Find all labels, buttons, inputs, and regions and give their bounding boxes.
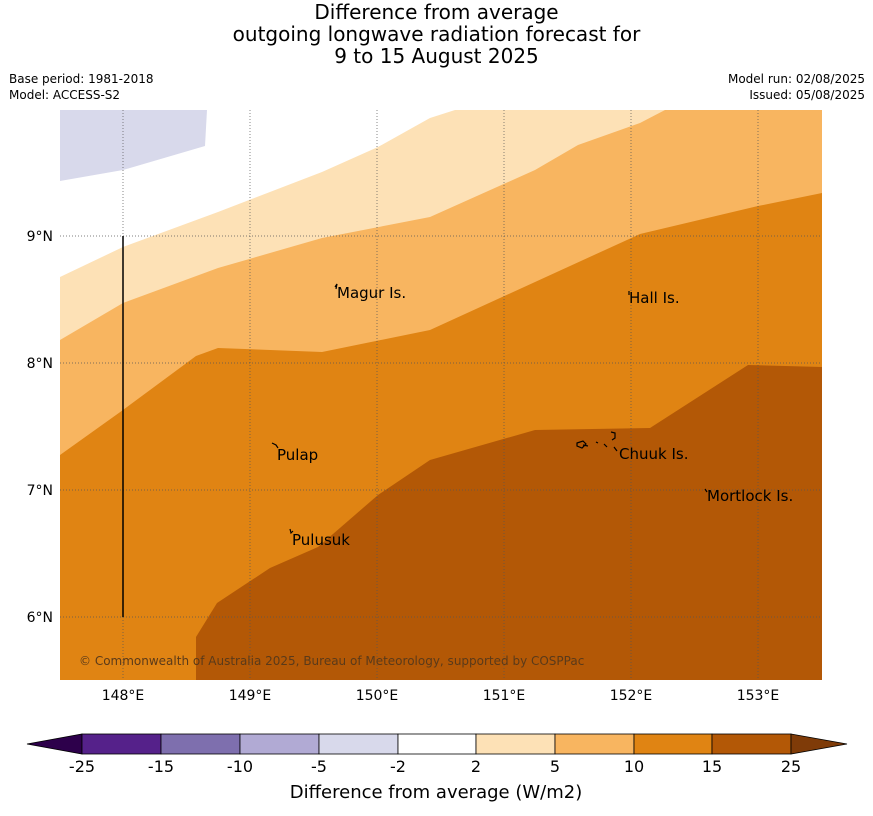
colorbar-tick: 15 xyxy=(702,757,722,776)
magur-island-mark xyxy=(334,283,338,290)
base-period: Base period: 1981-2018 xyxy=(9,72,154,86)
colorbar-swatch xyxy=(160,733,241,755)
colorbar-swatch xyxy=(81,733,162,755)
graticule xyxy=(60,110,822,680)
copyright-notice: © Commonwealth of Australia 2025, Bureau… xyxy=(79,654,584,668)
latitude-labels: 9°N 8°N 7°N 6°N xyxy=(27,229,53,626)
model-name: Model: ACCESS-S2 xyxy=(9,88,121,102)
colorbar-swatch xyxy=(475,733,556,755)
colorbar-swatch xyxy=(318,733,399,755)
lon-label: 153°E xyxy=(737,688,780,704)
chart-title: Difference from average outgoing longwav… xyxy=(0,1,873,67)
lon-label: 150°E xyxy=(356,688,399,704)
lat-label: 9°N xyxy=(27,229,53,245)
model-run: Model run: 02/08/2025 xyxy=(727,72,865,86)
issued-date: Issued: 05/08/2025 xyxy=(749,88,865,102)
pulap-island-mark xyxy=(271,442,279,449)
place-label-pulap: Pulap xyxy=(277,446,318,464)
colorbar-label: Difference from average (W/m2) xyxy=(290,782,582,803)
colorbar-tick: -15 xyxy=(148,757,174,776)
mortlock-island-mark xyxy=(704,488,708,493)
place-label-hall: Hall Is. xyxy=(629,289,680,307)
chuuk-lagoon-mark xyxy=(576,431,618,452)
colorbar-extend-high xyxy=(790,733,848,755)
colorbar-swatch xyxy=(239,733,320,755)
colorbar: -25 -15 -10 -5 -2 2 5 10 15 25 Differenc… xyxy=(26,733,848,803)
meta-left: Base period: 1981-2018 Model: ACCESS-S2 xyxy=(9,71,154,103)
colorbar-tick: 5 xyxy=(550,757,560,776)
colorbar-swatch xyxy=(554,733,635,755)
place-label-mortlock: Mortlock Is. xyxy=(707,487,793,505)
colorbar-swatch xyxy=(397,733,477,755)
colorbar-tick: 25 xyxy=(781,757,801,776)
colorbar-swatch xyxy=(633,733,713,755)
title-line-1: Difference from average xyxy=(314,0,559,24)
pulusuk-island-mark xyxy=(289,528,294,535)
longitude-labels: 148°E 149°E 150°E 151°E 152°E 153°E xyxy=(102,688,780,704)
title-line-3: 9 to 15 August 2025 xyxy=(334,44,539,68)
place-label-chuuk: Chuuk Is. xyxy=(619,445,688,463)
colorbar-tick: -5 xyxy=(311,757,327,776)
colorbar-tick: 2 xyxy=(471,757,481,776)
place-label-magur: Magur Is. xyxy=(337,284,406,302)
lat-label: 6°N xyxy=(27,610,53,626)
lat-label: 7°N xyxy=(27,483,53,499)
map-panel: Magur Is. Hall Is. Pulap Chuuk Is. Mortl… xyxy=(60,110,822,680)
colorbar-tick: -10 xyxy=(227,757,253,776)
title-line-2: outgoing longwave radiation forecast for xyxy=(232,22,641,46)
colorbar-extend-low xyxy=(26,733,83,755)
colorbar-tick: -2 xyxy=(390,757,406,776)
anomaly-zone-minus5-minus2 xyxy=(60,110,207,181)
lon-label: 151°E xyxy=(483,688,526,704)
colorbar-tick: -25 xyxy=(69,757,95,776)
colorbar-tick: 10 xyxy=(624,757,644,776)
lon-label: 149°E xyxy=(229,688,272,704)
meta-right: Model run: 02/08/2025 Issued: 05/08/2025 xyxy=(728,71,865,103)
island-outlines xyxy=(271,283,708,535)
place-label-pulusuk: Pulusuk xyxy=(292,531,350,549)
lat-label: 8°N xyxy=(27,356,53,372)
colorbar-swatch xyxy=(711,733,792,755)
anomaly-zone-15-25 xyxy=(196,365,822,680)
lon-label: 152°E xyxy=(610,688,653,704)
lon-label: 148°E xyxy=(102,688,145,704)
